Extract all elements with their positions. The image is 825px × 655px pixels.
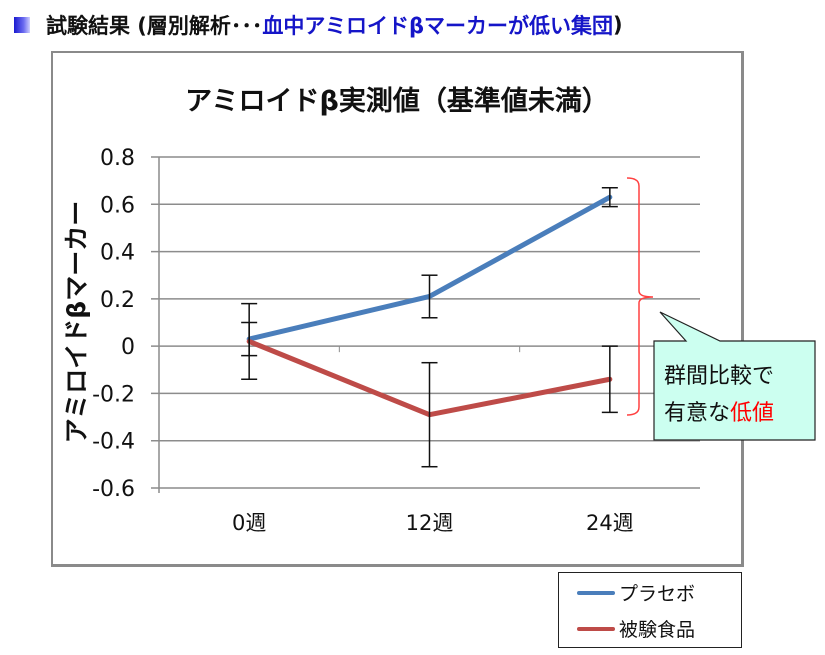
legend-line-placebo <box>577 590 615 595</box>
x-tick-label: 24週 <box>586 511 634 535</box>
y-tick-label: -0.2 <box>92 382 135 407</box>
y-tick-label: 0.4 <box>100 241 135 266</box>
chart-legend: プラセボ 被験食品 <box>558 572 742 648</box>
y-tick-label: -0.6 <box>92 477 135 502</box>
callout-box <box>653 311 816 441</box>
slide-heading: 試験結果 (層別解析･･･ 血中アミロイドβマーカーが低い集団 ) <box>14 8 623 42</box>
y-tick-label: -0.4 <box>92 430 135 455</box>
chart-frame: アミロイドβ実測値（基準値未満） <box>51 51 744 567</box>
x-tick-label: 0週 <box>232 511 266 535</box>
legend-label: 被験食品 <box>619 619 696 641</box>
legend-line-test-food <box>577 626 615 631</box>
y-tick-label: 0.6 <box>100 193 135 218</box>
heading-suffix: ) <box>613 13 623 37</box>
significance-bracket <box>626 177 654 416</box>
y-tick-label: 0.8 <box>100 146 135 171</box>
heading-highlight: 血中アミロイドβマーカーが低い集団 <box>262 14 614 38</box>
legend-item-placebo: プラセボ <box>577 579 695 606</box>
heading-prefix: 試験結果 (層別解析･･･ <box>46 14 263 38</box>
y-tick-label: 0 <box>121 335 135 360</box>
legend-item-test-food: 被験食品 <box>577 615 695 642</box>
legend-label: プラセボ <box>619 583 696 605</box>
bullet-square-icon <box>14 17 30 33</box>
chart-title: アミロイドβ実測値（基準値未満） <box>185 86 609 117</box>
x-tick-label: 12週 <box>406 511 454 535</box>
y-tick-label: 0.2 <box>100 288 135 313</box>
callout-line2: 有意な低値 <box>664 401 774 426</box>
y-axis-label: アミロイドβマーカー <box>62 201 91 443</box>
callout-line1: 群間比較で <box>664 364 774 389</box>
